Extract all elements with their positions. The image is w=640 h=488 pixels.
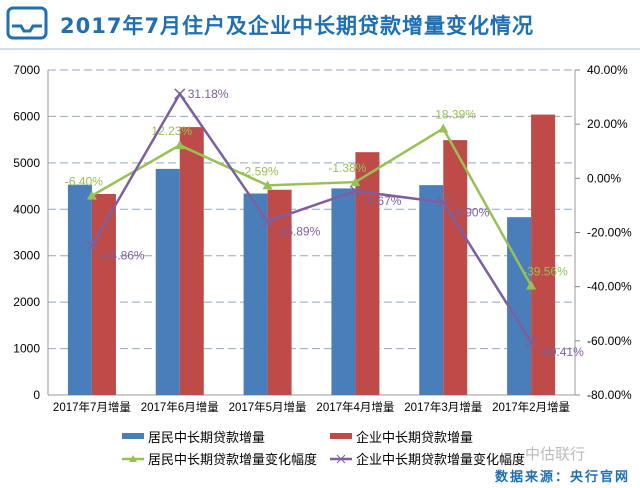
bar-resident — [419, 185, 444, 395]
bar-enterprise — [355, 152, 380, 395]
y-tick-label: 2000 — [13, 295, 40, 309]
legend-swatch — [122, 433, 144, 439]
legend-label: 企业中长期贷款增量 — [356, 430, 473, 445]
line-resident-change — [91, 126, 533, 287]
legend-label: 居民中长期贷款增量变化幅度 — [148, 452, 317, 467]
data-label: -60.41% — [539, 345, 584, 359]
triangle-marker — [262, 180, 273, 190]
bar-enterprise — [443, 140, 468, 395]
y2-tick-label: 0.00% — [587, 171, 621, 185]
data-label: 18.39% — [435, 108, 476, 122]
x-marker — [86, 240, 98, 252]
y-tick-label: 4000 — [13, 202, 40, 216]
triangle-marker — [438, 123, 449, 133]
line-enterprise-change — [90, 91, 533, 343]
y-tick-label: 6000 — [13, 109, 40, 123]
bar-resident — [67, 184, 92, 395]
x-tick-label: 2017年4月增量 — [316, 400, 394, 414]
x-marker — [437, 196, 449, 208]
x-marker — [262, 215, 274, 227]
y-tick-label: 1000 — [13, 342, 40, 356]
legend-triangle-icon — [129, 455, 137, 462]
bar-enterprise — [531, 114, 556, 396]
bar-enterprise — [267, 189, 292, 395]
data-label: 31.18% — [188, 87, 229, 101]
y2-tick-label: -60.00% — [587, 334, 632, 348]
data-label: -4.67% — [363, 194, 401, 208]
triangle-marker — [350, 177, 361, 187]
x-tick-label: 2017年5月增量 — [229, 400, 307, 414]
y-tick-label: 3000 — [13, 249, 40, 263]
watermark: 中估联行 — [525, 445, 586, 463]
legend-swatch — [330, 433, 352, 439]
data-label: -15.89% — [276, 224, 321, 238]
legend-label: 居民中长期贷款增量 — [148, 430, 265, 445]
chart-title: 2017年7月住户及企业中长期贷款增量变化情况 — [60, 14, 535, 38]
y2-tick-label: 20.00% — [587, 117, 628, 131]
data-label: -6.40% — [65, 175, 103, 189]
triangle-marker — [174, 140, 185, 150]
x-marker — [525, 336, 537, 348]
y-tick-label: 5000 — [13, 156, 40, 170]
data-label: -8.90% — [451, 205, 489, 219]
data-label: -2.59% — [241, 164, 279, 178]
data-source: 数据来源：央行官网 — [494, 470, 630, 485]
data-label: 12.23% — [151, 124, 192, 138]
legend-label: 企业中长期贷款增量变化幅度 — [356, 452, 525, 467]
legend-x-icon — [336, 454, 346, 464]
x-tick-label: 2017年7月增量 — [53, 400, 131, 414]
data-label: -1.38% — [328, 161, 366, 175]
y2-tick-label: -80.00% — [587, 388, 632, 402]
header: 2017年7月住户及企业中长期贷款增量变化情况 — [0, 0, 640, 50]
bar-resident — [155, 168, 180, 395]
x-marker — [174, 88, 186, 100]
triangle-marker — [86, 190, 97, 200]
bar-resident — [331, 188, 356, 395]
x-tick-label: 2017年3月增量 — [404, 400, 482, 414]
x-tick-label: 2017年6月增量 — [141, 400, 219, 414]
data-label: -39.56% — [523, 264, 568, 278]
bar-resident — [507, 217, 532, 395]
inbox-logo-icon — [6, 6, 48, 40]
triangle-marker — [526, 280, 537, 290]
bar-resident — [243, 193, 268, 395]
bar-enterprise — [179, 127, 204, 395]
x-tick-label: 2017年2月增量 — [492, 400, 570, 414]
x-marker — [349, 185, 361, 197]
y2-tick-label: 40.00% — [587, 63, 628, 77]
y-tick-label: 0 — [33, 388, 40, 402]
y2-tick-label: -20.00% — [587, 226, 632, 240]
y2-tick-label: -40.00% — [587, 280, 632, 294]
bar-enterprise — [91, 193, 116, 395]
y-tick-label: 7000 — [13, 63, 40, 77]
data-label: -24.86% — [100, 249, 145, 263]
